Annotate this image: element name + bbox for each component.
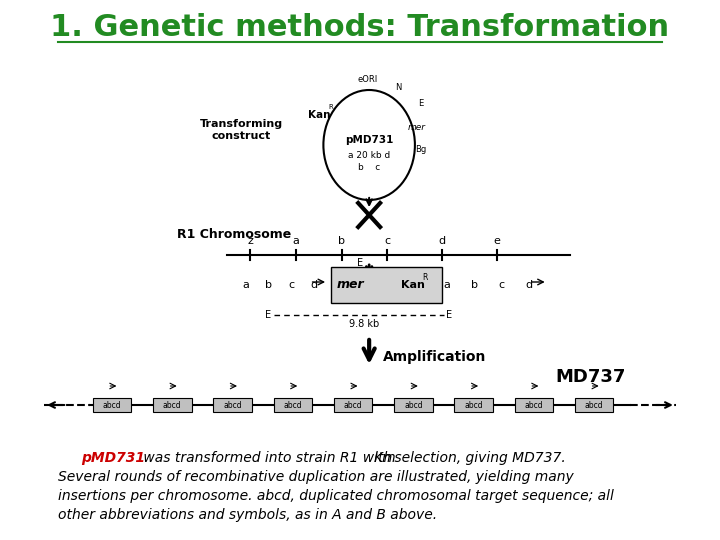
Text: Kan: Kan [307,110,330,120]
Text: abcd: abcd [525,401,544,409]
Text: mer: mer [337,279,364,292]
Text: e: e [494,236,500,246]
Text: abcd: abcd [464,401,483,409]
Text: abcd: abcd [163,401,181,409]
Text: Several rounds of recombinative duplication are illustrated, yielding many: Several rounds of recombinative duplicat… [58,470,574,484]
Text: z: z [247,236,253,246]
Text: E: E [446,310,452,320]
Text: abcd: abcd [103,401,121,409]
Text: Kan: Kan [401,280,425,290]
Text: a: a [242,280,249,290]
Bar [93,398,131,412]
Bar [454,398,493,412]
Text: Transforming
construct: Transforming construct [199,119,282,141]
Text: Km: Km [374,451,396,465]
Text: b    c: b c [358,163,380,172]
Bar [515,398,553,412]
Text: b: b [265,280,272,290]
Text: R: R [423,273,428,281]
Bar [213,398,252,412]
Text: c: c [384,236,390,246]
Text: a 20 kb d: a 20 kb d [348,151,390,159]
Text: abcd: abcd [344,401,362,409]
Text: R1 Chromosome: R1 Chromosome [177,228,291,241]
Text: Bg: Bg [415,145,426,154]
Text: selection, giving MD737.: selection, giving MD737. [390,451,566,465]
Text: 1. Genetic methods: Transformation: 1. Genetic methods: Transformation [50,14,670,43]
Bar [395,398,433,412]
Text: d: d [526,280,533,290]
Text: other abbreviations and symbols, as in A and B above.: other abbreviations and symbols, as in A… [58,508,437,522]
Text: R: R [328,104,333,110]
Text: c: c [288,280,294,290]
Text: MD737: MD737 [555,368,626,386]
Text: insertions per chromosome. abcd, duplicated chromosomal target sequence; all: insertions per chromosome. abcd, duplica… [58,489,614,503]
Text: abcd: abcd [223,401,242,409]
Text: d: d [438,236,446,246]
Text: a: a [444,280,451,290]
Text: c: c [499,280,505,290]
Text: d: d [311,280,318,290]
Text: pMD731: pMD731 [81,451,145,465]
Text: E: E [357,258,363,268]
Text: N: N [395,83,402,91]
Bar [334,398,372,412]
Text: abcd: abcd [284,401,302,409]
Text: E: E [418,98,423,107]
Text: Amplification: Amplification [383,350,486,364]
Text: abcd: abcd [404,401,423,409]
Bar [575,398,613,412]
Bar [274,398,312,412]
Text: eORI: eORI [357,76,377,84]
Text: b: b [471,280,478,290]
Text: a: a [292,236,300,246]
Text: 9.8 kb: 9.8 kb [348,319,379,329]
Bar [153,398,192,412]
Text: mer: mer [408,123,426,132]
Text: pMD731: pMD731 [345,135,393,145]
Text: b: b [338,236,345,246]
Text: was transformed into strain R1 with: was transformed into strain R1 with [138,451,396,465]
Text: abcd: abcd [585,401,603,409]
Text: E: E [265,310,271,320]
Bar [330,267,442,303]
